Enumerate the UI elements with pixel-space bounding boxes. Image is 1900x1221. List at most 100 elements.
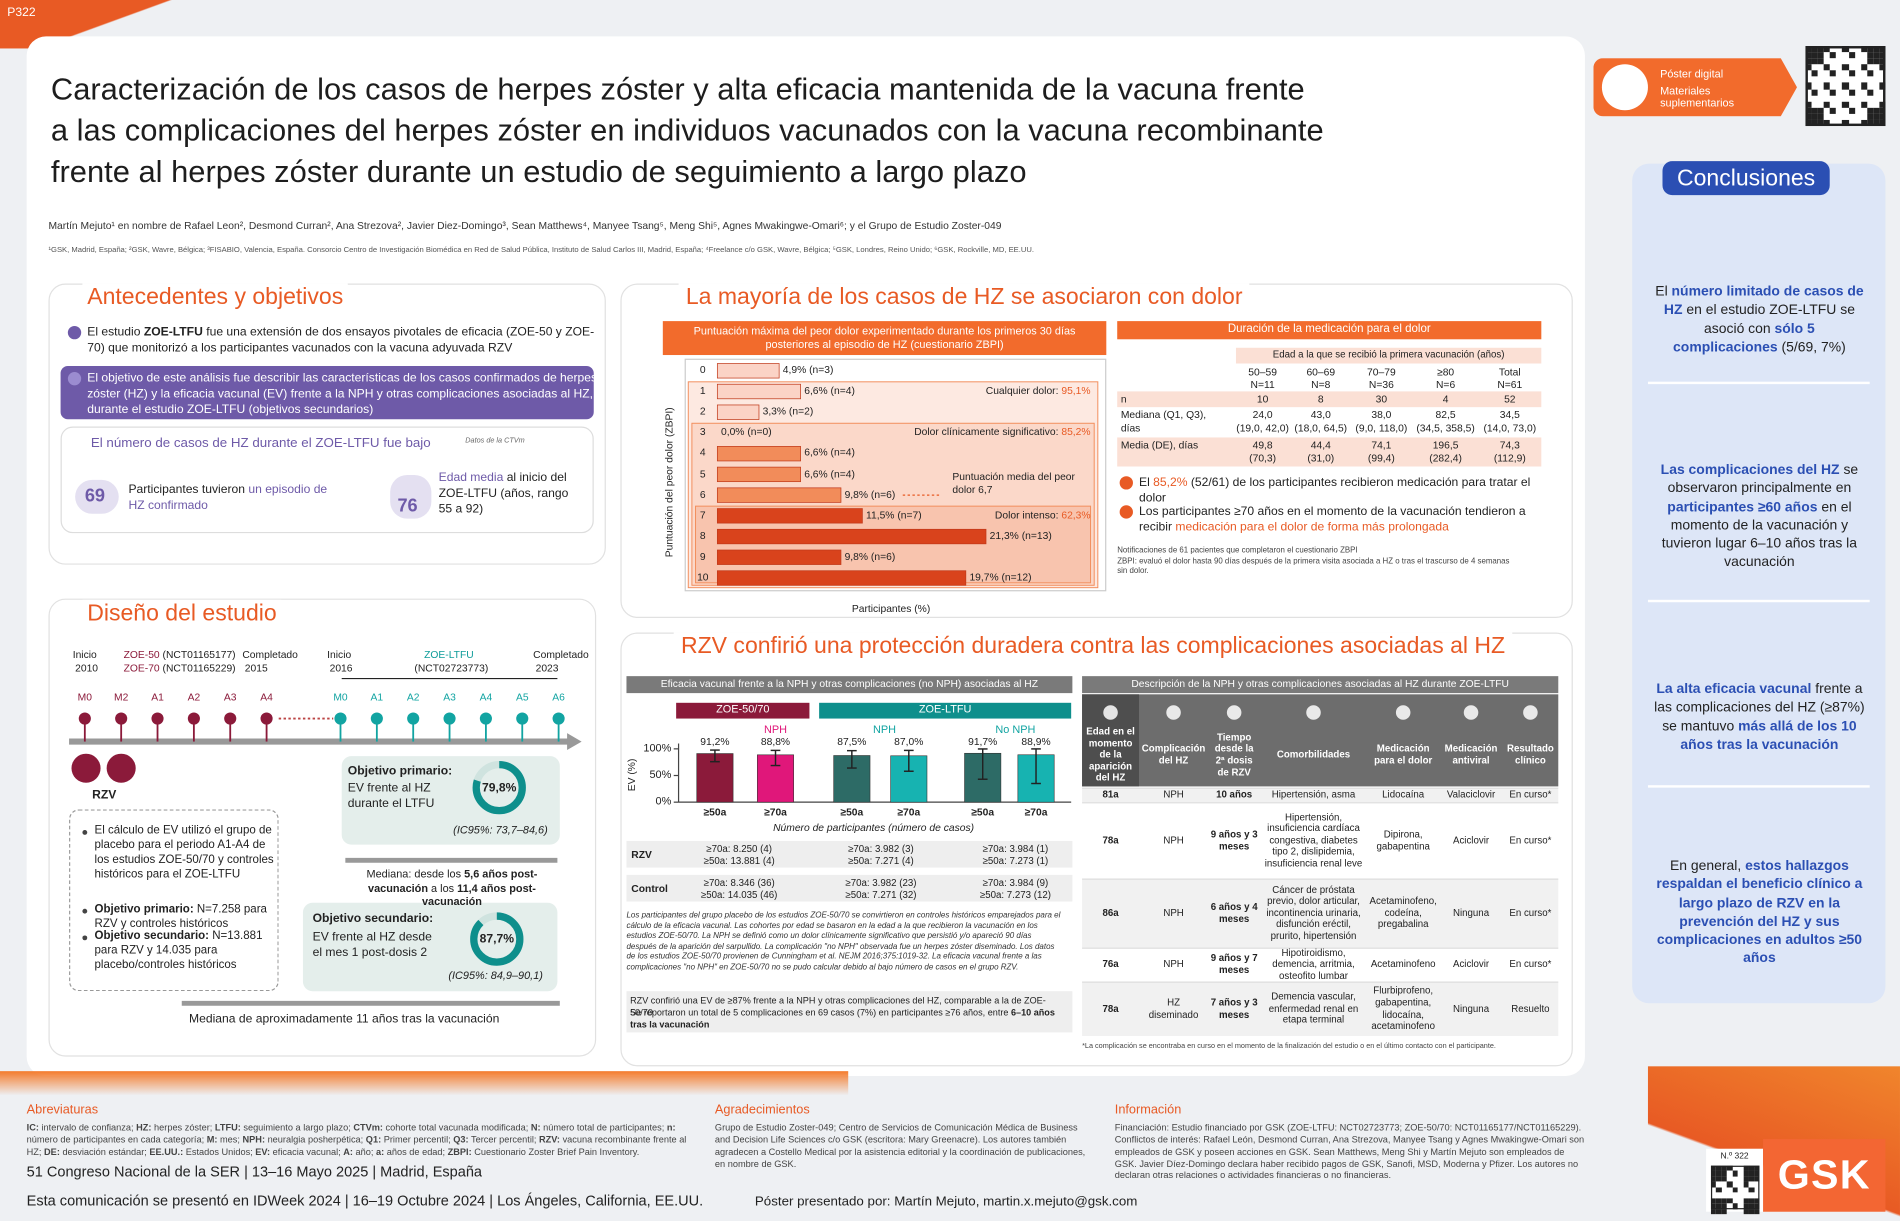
timeline-label: Inicio [327, 648, 352, 661]
qr-cell [1879, 52, 1886, 59]
cell-line: 74,1 [1371, 438, 1392, 451]
value-label: 88,8% [760, 735, 791, 748]
stat-text: Participantes tuvieron un episodio de HZ… [128, 482, 346, 514]
participants-cell: ≥70a: 3.984 (1) ≥50a: 7.273 (1) [955, 843, 1076, 867]
cell-line: 30 [1375, 392, 1388, 405]
text-run: Los participantes ≥70 años en el momento… [1139, 505, 1526, 535]
subgroup-name: No NPH [995, 723, 1036, 736]
abbreviations: IC: intervalo de confianza; HZ: herpes z… [27, 1122, 687, 1158]
row-label: n [1120, 392, 1127, 405]
stat-number: 76 [397, 495, 418, 517]
section-title: La mayoría de los casos de HZ se asociar… [678, 283, 1250, 314]
qr-cell [1710, 1171, 1717, 1177]
conclusion: El número limitado de casos de HZ en el … [1650, 284, 1868, 358]
purple-box [60, 365, 594, 420]
text-run: Tercer percentil; [468, 1134, 540, 1145]
qr-cell [1879, 58, 1886, 65]
qr-cell [1805, 82, 1812, 90]
x-tick-label: ≥50a [840, 805, 864, 818]
objective-ci: (IC95%: 73,7–84,6) [453, 823, 548, 837]
visit-label: A5 [515, 690, 529, 703]
qr-cell [1805, 101, 1812, 108]
qr-cell [1860, 64, 1867, 71]
table-cell: 76a [1102, 958, 1119, 970]
x-axis-label: Número de participantes (número de casos… [773, 821, 975, 834]
table-cell: En curso* [1509, 958, 1552, 970]
qr-cell [1879, 101, 1886, 108]
value-label: 9,8% (n=6) [844, 549, 896, 563]
table-cell: Demencia vascular, enfermedad renal en e… [1268, 991, 1359, 1026]
participants-cell: ≥70a: 3.982 (23) ≥50a: 7.271 (32) [820, 877, 941, 901]
qr-cell [1805, 119, 1812, 127]
qr-cell [1754, 1203, 1760, 1209]
cell-line: ≥50a: 7.271 (32) [845, 889, 917, 901]
qr-cell [1879, 46, 1886, 53]
table-cell: 7 años y 3 meses [1210, 997, 1258, 1020]
emphasis: 5,6 años post-vacunación [368, 867, 538, 894]
visit-label: M2 [114, 690, 129, 703]
qr-cell [1860, 119, 1867, 127]
y-tick-label: 4 [699, 446, 706, 459]
column-head: ≥80 [1437, 365, 1455, 379]
visit-label: A3 [443, 690, 456, 703]
chart-title: Eficacia vacunal frente a la NPH y otras… [660, 677, 1039, 690]
qr-cell [1754, 1208, 1760, 1215]
donut-label: 87,7% [479, 933, 514, 947]
column-n: N=6 [1435, 378, 1456, 391]
qr-cell [1716, 1203, 1722, 1209]
table-cell: 81a [1102, 789, 1119, 800]
cases-note: Datos de la CTVm [465, 437, 525, 445]
qr-cell [1811, 58, 1818, 65]
qr-cell [1866, 89, 1874, 96]
row-label: RZV [631, 848, 652, 861]
visit-dot [260, 712, 273, 725]
emphasis: 95,1% [1061, 384, 1091, 397]
stat-number: 69 [84, 485, 106, 507]
visit-label: A2 [187, 690, 201, 703]
qr-cell [1823, 82, 1831, 90]
poster-id: P322 [7, 6, 36, 20]
qr-cell [1748, 1171, 1755, 1177]
text-run: (NCT01165229) [159, 661, 236, 674]
digital-label: Materiales suplementarios [1660, 84, 1735, 110]
qr-cell [1866, 113, 1874, 120]
group-name: ZOE-LTFU [918, 702, 972, 715]
column-header: Medicación antiviral [1444, 743, 1498, 766]
qr-cell [1866, 58, 1874, 65]
cell-line: 10 [1256, 392, 1269, 405]
qr-cell [1842, 119, 1849, 127]
chart-title: Puntuación máxima del peor dolor experim… [693, 324, 1076, 351]
emphasis: un episodio de HZ confirmado [128, 483, 328, 513]
table-cell: 34,5 (14,0, 73,0) [1473, 408, 1546, 434]
authors: Martín Mejuto¹ en nombre de Rafael Leon²… [48, 219, 1002, 232]
median-text: Mediana de aproximadamente 11 años tras … [189, 1013, 500, 1027]
qr-cell [1716, 1176, 1722, 1182]
donut-label: 79,8% [482, 781, 517, 795]
emphasis: 85,2% [1061, 425, 1091, 438]
visit-dot [552, 712, 565, 725]
visit-label: A4 [260, 690, 273, 703]
table-cell: 9 años y 3 meses [1210, 828, 1258, 852]
y-tick-label: 1 [699, 384, 706, 397]
cell-line: (14,0, 73,0) [1483, 421, 1537, 434]
table-cell: Dipirona, gabapentina [1376, 828, 1430, 852]
value-label: 6,6% (n=4) [804, 467, 855, 480]
text-run: En general, [1669, 859, 1746, 874]
table-cell: Acetaminofeno, codeína, pregabalina [1369, 895, 1437, 930]
y-tick-label: 2 [699, 404, 706, 418]
x-tick-label: ≥50a [971, 805, 995, 818]
column-n: N=36 [1368, 378, 1394, 391]
cell-line: ≥70a: 3.984 (1) [982, 843, 1049, 855]
column-head: 70–79 [1367, 365, 1396, 379]
row-bg [1082, 802, 1559, 879]
vaccine-label: RZV [92, 788, 117, 803]
qr-cell [1866, 46, 1874, 53]
group-header [676, 702, 810, 719]
qr-cell [1866, 70, 1874, 77]
qr-cell [1848, 70, 1855, 77]
table-cell: Lidocaína [1382, 789, 1425, 800]
column-n: N=11 [1250, 378, 1275, 391]
donut-arc [472, 760, 526, 815]
visit-dot [224, 712, 237, 725]
qr-cell [1716, 1197, 1722, 1204]
